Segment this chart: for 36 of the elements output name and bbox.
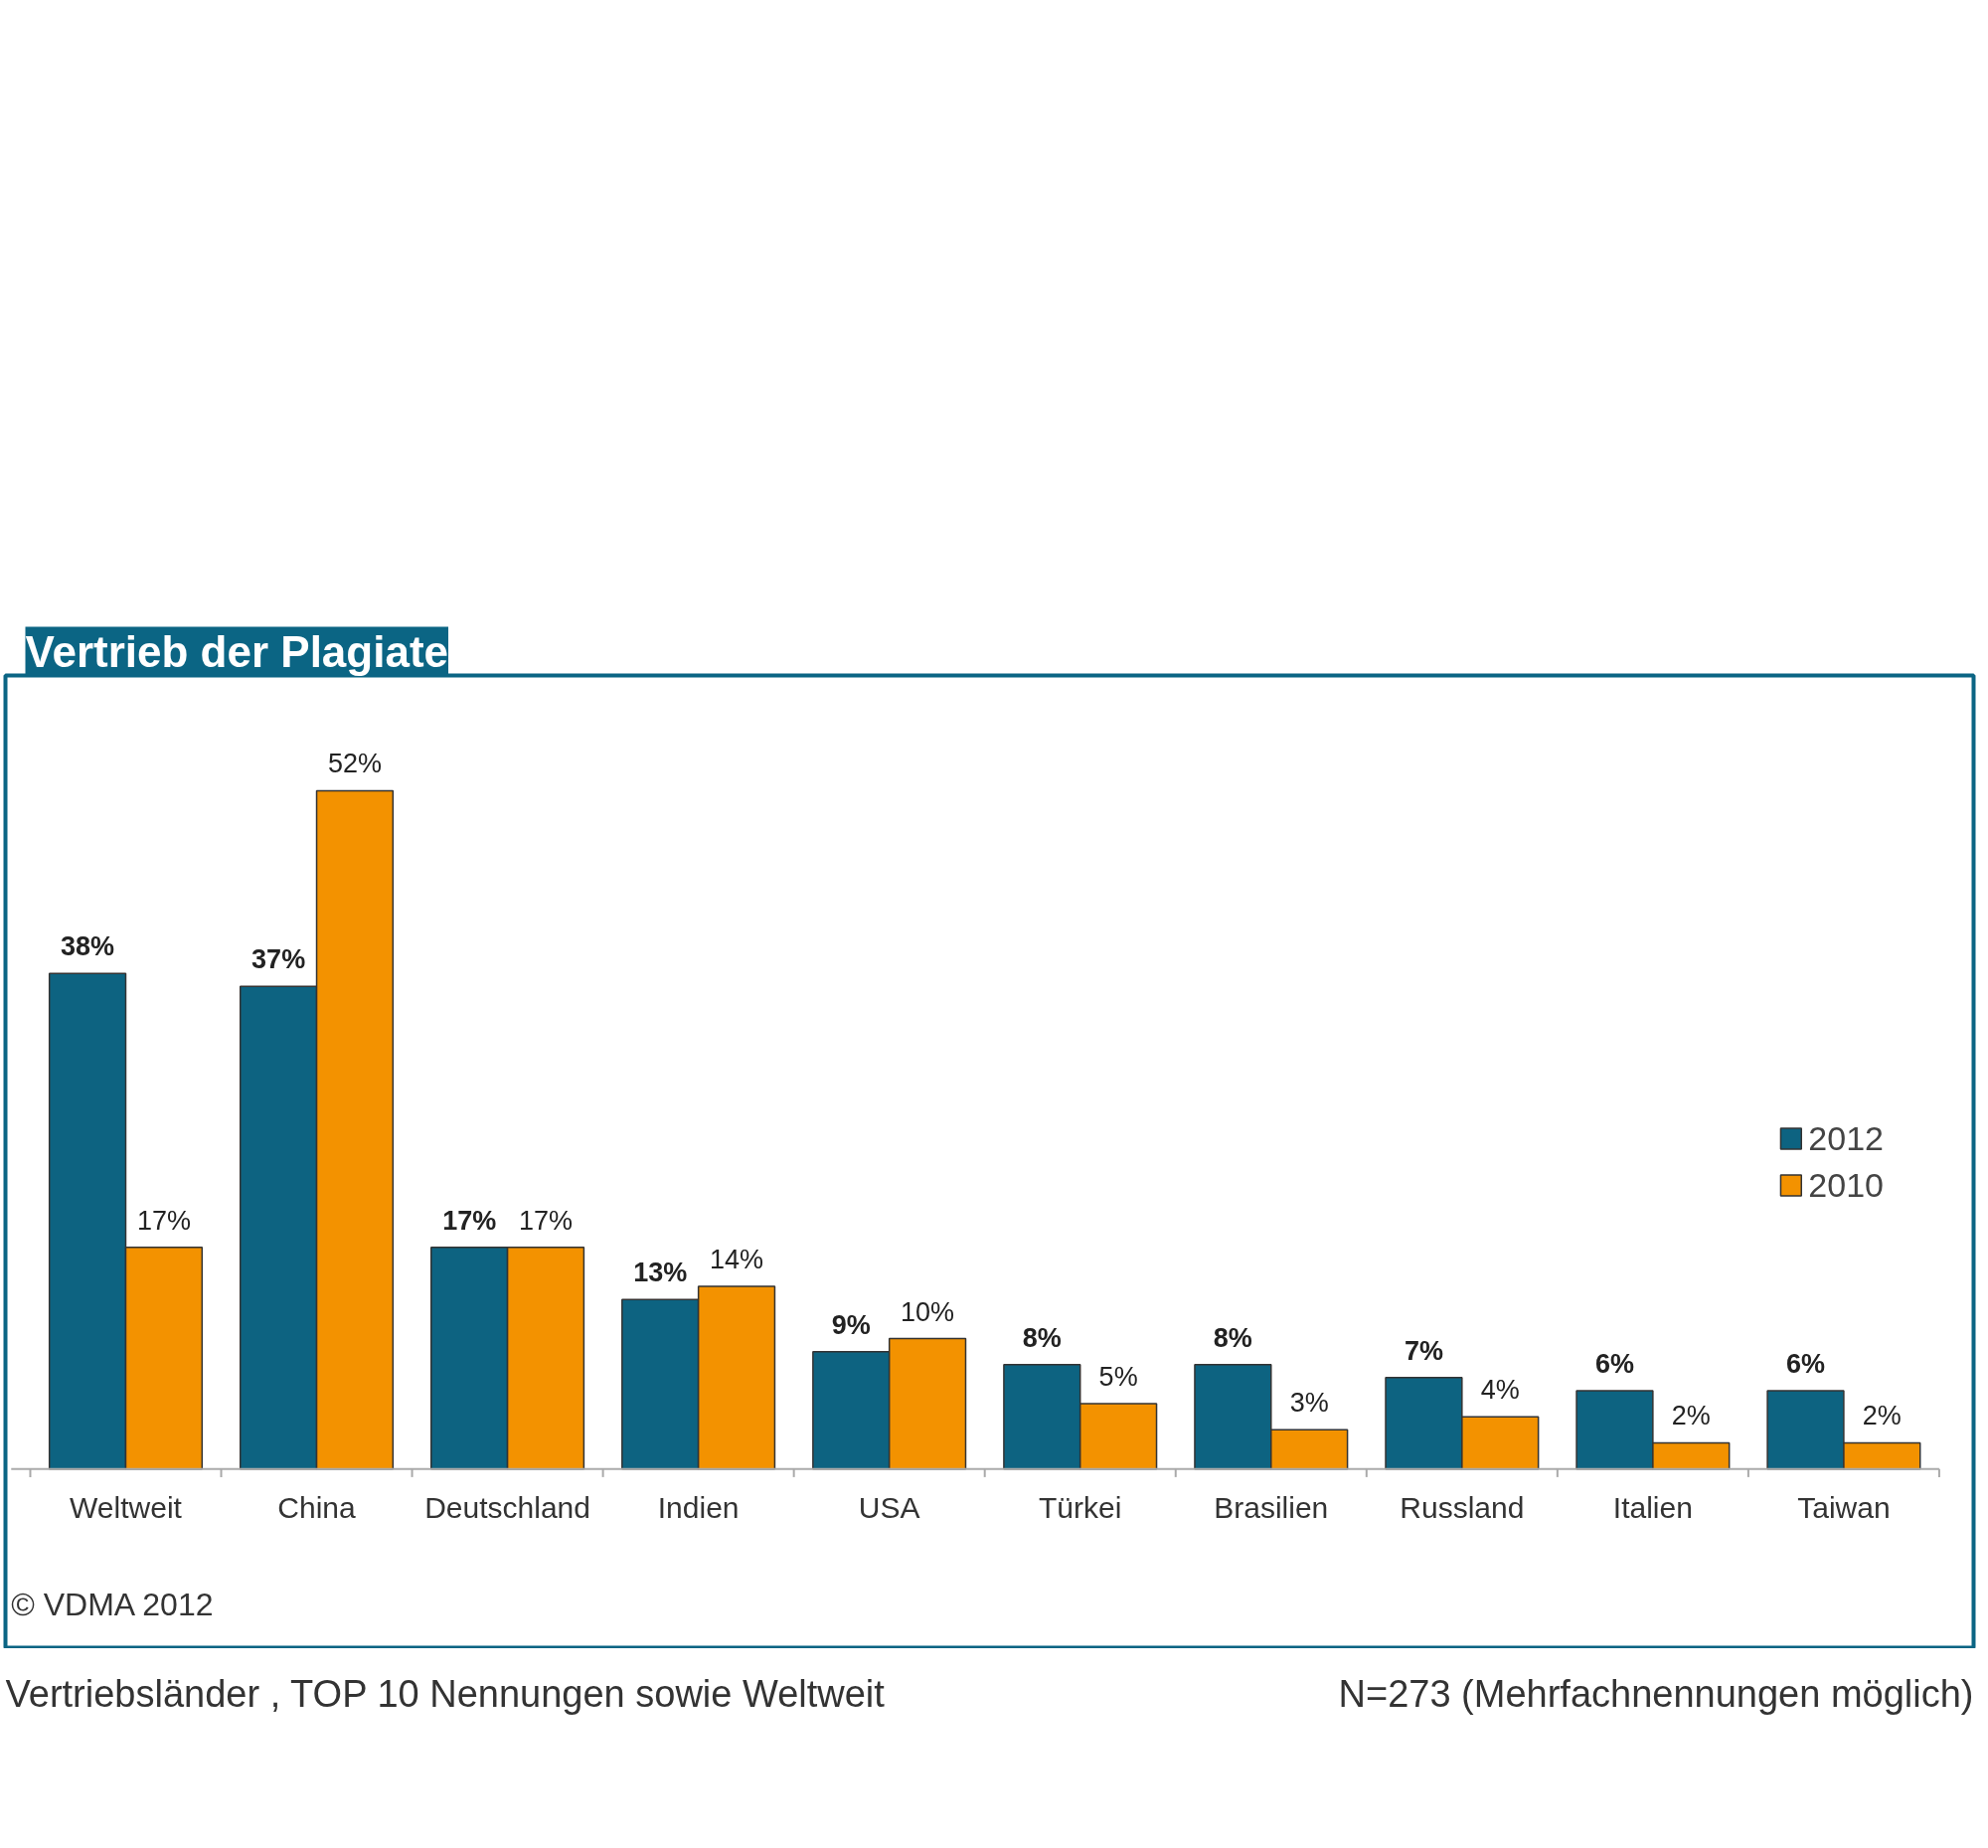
x-tick-label: Taiwan [1797,1490,1891,1524]
data-label: 4% [1480,1375,1520,1406]
data-label: 14% [710,1245,764,1275]
x-tick-label: Brasilien [1214,1490,1329,1524]
data-label: 8% [1022,1322,1062,1353]
x-tick-label: Türkei [1039,1490,1122,1524]
data-label: 13% [633,1258,688,1288]
data-label: 7% [1404,1335,1443,1366]
data-label: 17% [136,1205,191,1236]
x-tick-label: Italien [1612,1490,1693,1524]
x-tick-label: Weltweit [70,1490,183,1524]
data-label: 37% [251,944,306,975]
data-label: 38% [61,931,115,962]
x-tick-label: USA [858,1490,920,1524]
text: © VDMA 2012 [11,1587,214,1623]
data-label: 9% [831,1309,871,1340]
legend-label: 2010 [1808,1165,1884,1205]
data-label: 3% [1289,1388,1329,1419]
data-label: 5% [1098,1362,1138,1393]
x-tick-label: Indien [657,1490,740,1524]
legend-label: 2012 [1808,1118,1884,1158]
data-label: 2% [1862,1401,1902,1431]
x-tick-label: Russland [1400,1490,1525,1524]
data-label: 17% [442,1205,497,1236]
data-label: 52% [327,749,382,779]
data-label: 2% [1671,1401,1711,1431]
data-label: 8% [1213,1322,1252,1353]
data-label: 6% [1785,1348,1826,1379]
text: N=273 (Mehrfachnennungen möglich) [1338,1672,1974,1715]
text: Vertriebsländer , TOP 10 Nennungen sowie Weltweit [5,1672,886,1715]
x-tick-label: Deutschland [424,1490,590,1524]
chart-title: Vertrieb der Plagiate [25,626,449,676]
x-tick-label: China [277,1490,357,1524]
data-label: 10% [901,1296,955,1327]
data-label: 6% [1594,1348,1634,1379]
data-label: 17% [518,1205,574,1236]
